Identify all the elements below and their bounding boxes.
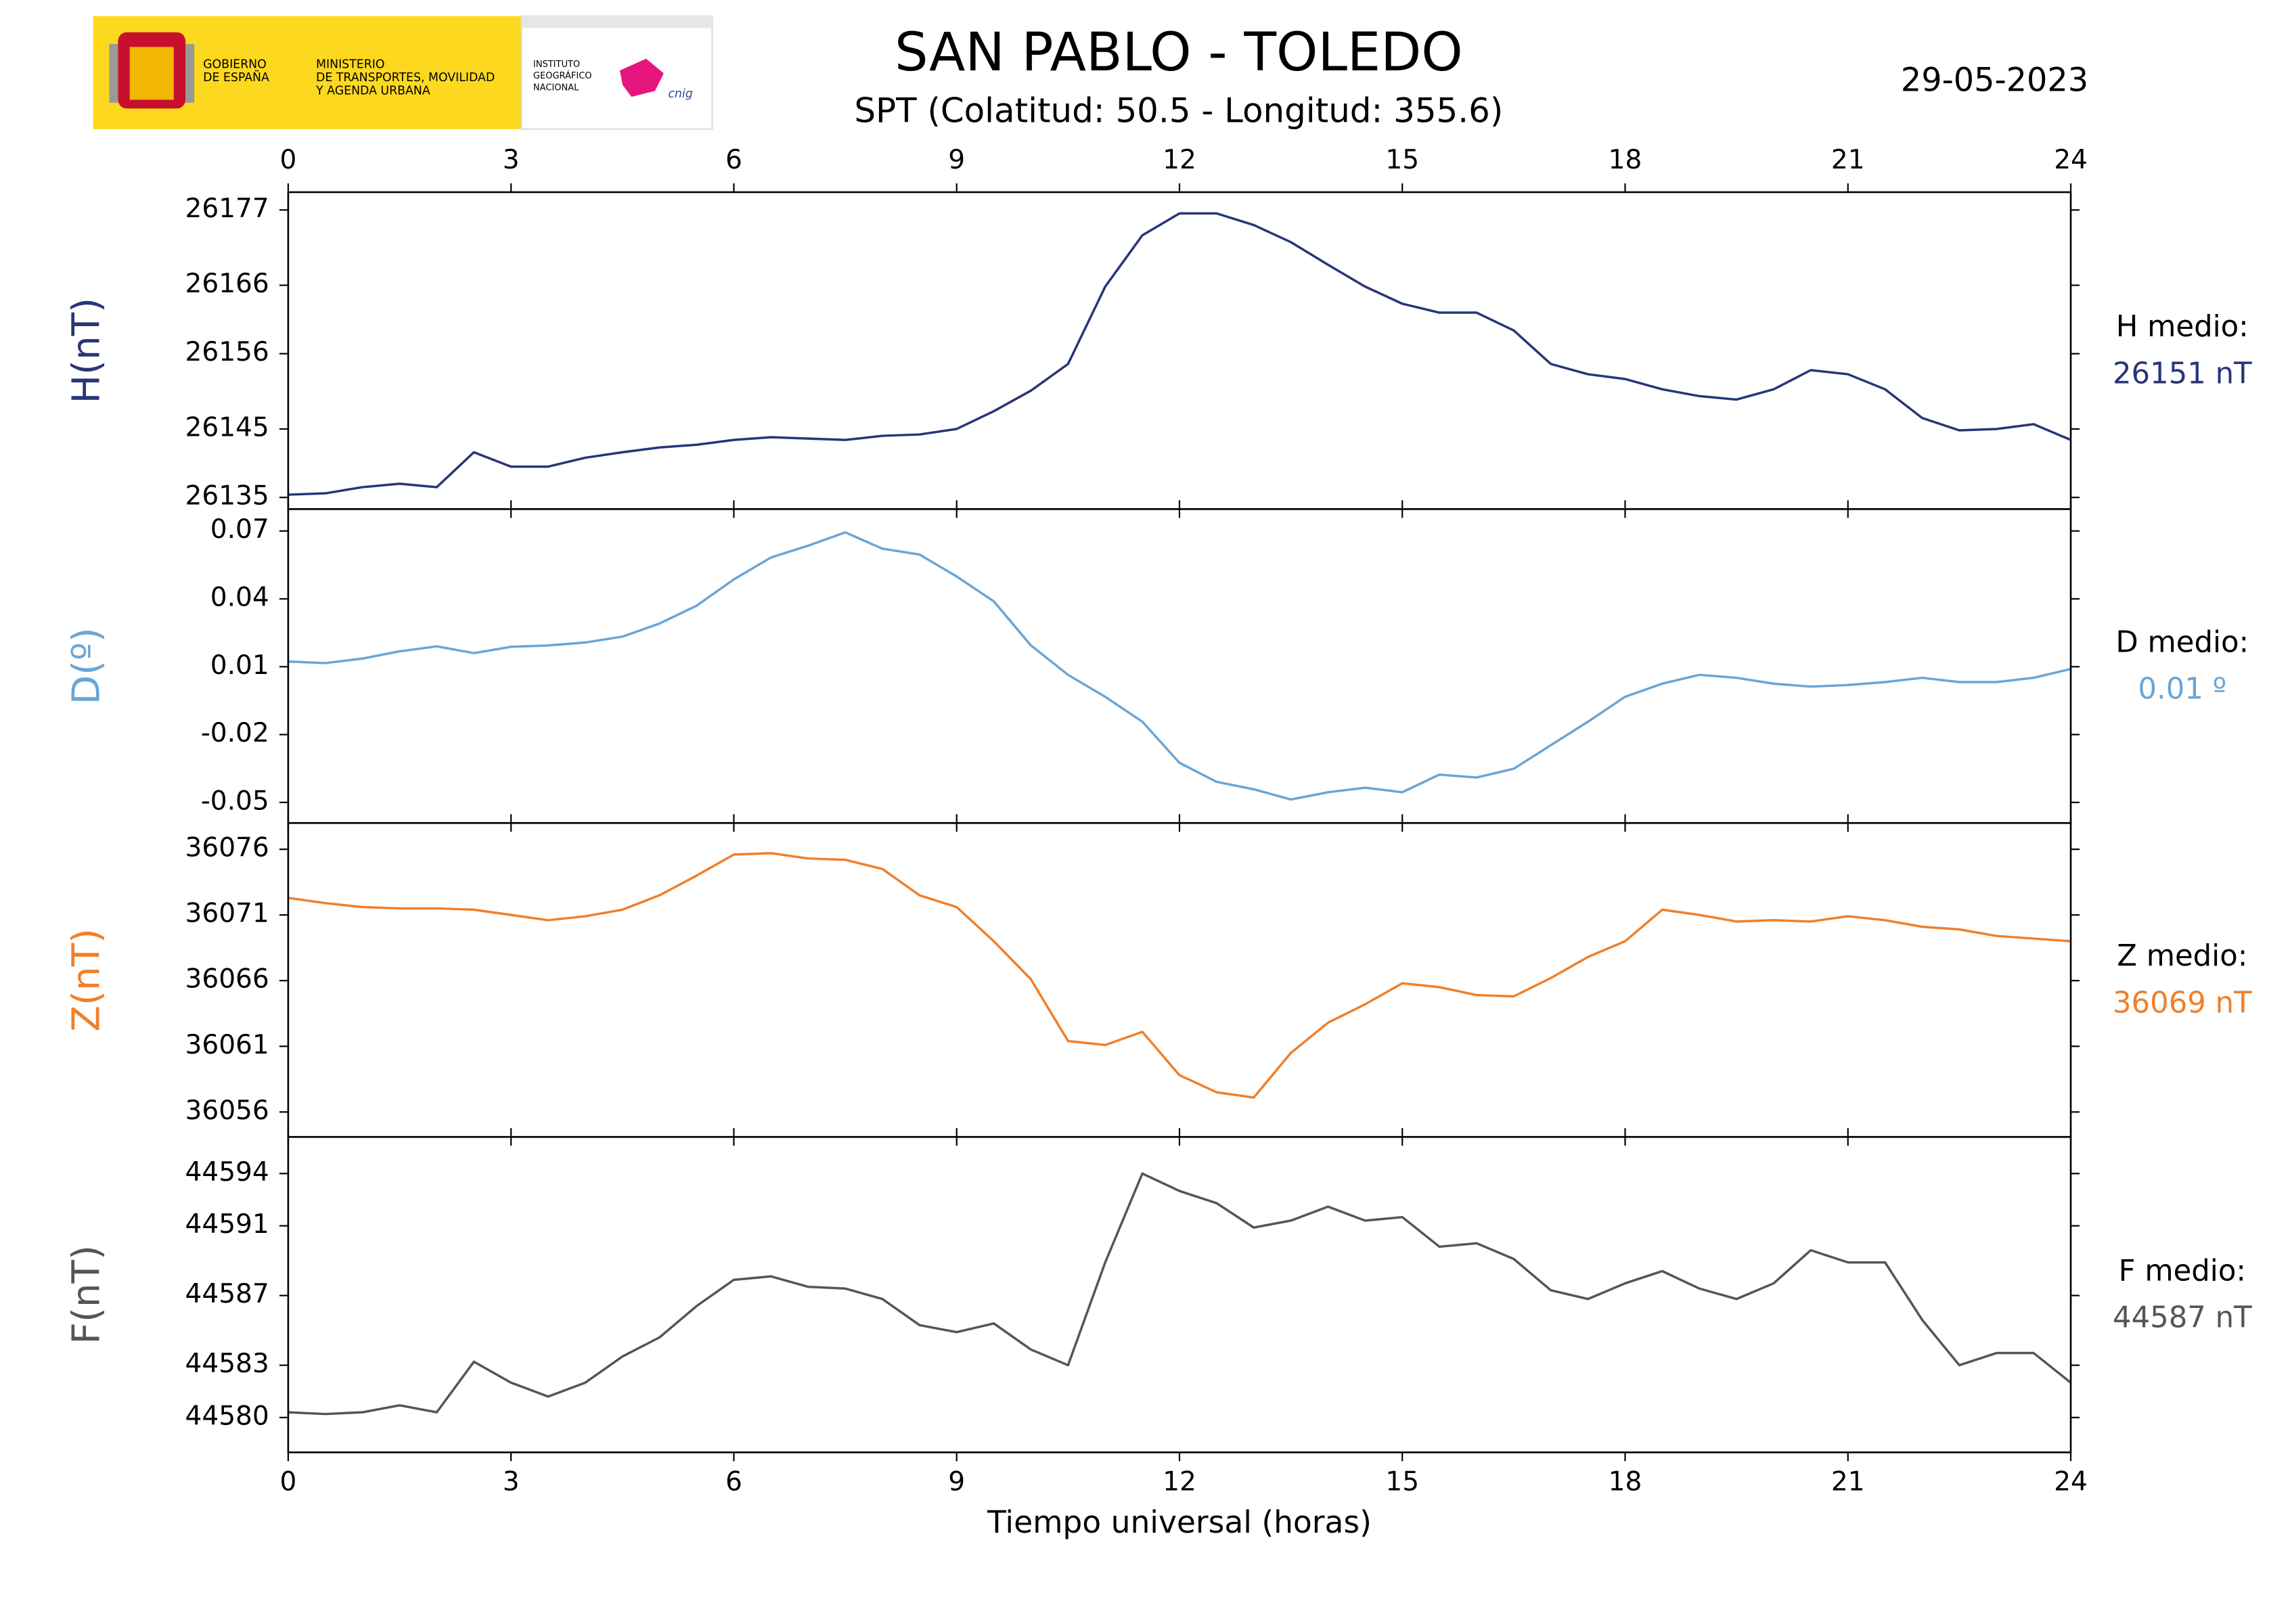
mean-label: D medio: — [2115, 625, 2249, 659]
x-tick-label: 15 — [1385, 1466, 1419, 1497]
data-line — [288, 212, 2071, 496]
y-tick-label: 26156 — [185, 337, 269, 367]
pillar — [109, 44, 118, 103]
plot-frame — [287, 508, 2072, 824]
data-line — [288, 531, 2071, 801]
y-tick-label: 36076 — [185, 833, 269, 863]
x-axis-label: Tiempo universal (horas) — [987, 1504, 1372, 1540]
mean-value: 44587 nT — [2113, 1301, 2252, 1335]
y-tick-label: 36056 — [185, 1096, 269, 1126]
y-axis-label: H(nT) — [65, 298, 109, 404]
plot-frame — [287, 821, 2072, 1138]
logo-text: INSTITUTO — [533, 60, 580, 70]
y-tick-label: 26145 — [185, 412, 269, 443]
mean-value: 26151 nT — [2113, 357, 2252, 391]
x-tick-label: 6 — [725, 145, 742, 175]
x-tick-label: 0 — [279, 1466, 296, 1497]
logo-mark — [619, 58, 664, 97]
logo-text: DE ESPAÑA — [203, 70, 269, 85]
logo-text: GOBIERNO — [203, 58, 267, 71]
y-tick-label: 44580 — [185, 1401, 269, 1431]
y-tick-label: -0.05 — [201, 786, 269, 816]
x-tick-label: 24 — [2054, 145, 2088, 175]
y-tick-label: 36071 — [185, 899, 269, 929]
data-line — [288, 1172, 2072, 1416]
mean-value: 0.01 º — [2138, 673, 2226, 706]
logo-band — [521, 16, 713, 28]
chart-subtitle: SPT (Colatitud: 50.5 - Longitud: 355.6) — [854, 91, 1503, 130]
y-tick-label: 0.01 — [210, 650, 269, 681]
x-tick-label: 24 — [2054, 1466, 2088, 1497]
x-tick-label: 21 — [1831, 145, 1865, 175]
x-tick-label: 0 — [279, 145, 296, 175]
y-axis-label: F(nT) — [65, 1245, 109, 1345]
x-tick-label: 9 — [948, 145, 965, 175]
plot-frame — [287, 191, 2072, 510]
x-tick-label: 6 — [725, 1466, 742, 1497]
mean-label: H medio: — [2116, 310, 2249, 344]
logo-text: Y AGENDA URBANA — [315, 84, 430, 97]
chart-title: SAN PABLO - TOLEDO — [895, 22, 1463, 83]
x-tick-label: 9 — [948, 1466, 965, 1497]
pillar — [185, 44, 195, 103]
y-tick-label: 0.04 — [210, 583, 269, 613]
logo-text: NACIONAL — [533, 83, 579, 93]
x-tick-label: 18 — [1609, 1466, 1642, 1497]
logo-text: cnig — [668, 87, 692, 101]
shield-inner — [129, 47, 174, 100]
y-tick-label: 44591 — [185, 1209, 269, 1240]
x-tick-label: 15 — [1385, 145, 1419, 175]
mean-label: Z medio: — [2117, 939, 2247, 973]
y-tick-label: 26135 — [185, 481, 269, 512]
coat-of-arms — [109, 32, 195, 109]
mean-value: 36069 nT — [2113, 987, 2252, 1020]
y-tick-label: 26177 — [185, 194, 269, 224]
logo-institute — [520, 15, 713, 130]
logo-text: GEOGRÁFICO — [533, 70, 592, 81]
date: 29-05-2023 — [1901, 62, 2088, 99]
x-tick-label: 21 — [1831, 1466, 1865, 1497]
y-tick-label: 36061 — [185, 1030, 269, 1060]
y-tick-label: 36066 — [185, 964, 269, 995]
y-tick-label: 44587 — [185, 1279, 269, 1309]
y-axis-label: Z(nT) — [65, 928, 109, 1032]
y-tick-label: 44583 — [185, 1349, 269, 1379]
y-tick-label: 0.07 — [210, 514, 269, 545]
mean-label: F medio: — [2119, 1254, 2246, 1288]
y-tick-label: 44594 — [185, 1157, 269, 1188]
y-tick-label: 26166 — [185, 269, 269, 299]
y-axis-label: D(º) — [65, 627, 109, 704]
y-tick-label: -0.02 — [201, 718, 269, 748]
x-tick-label: 12 — [1163, 1466, 1196, 1497]
logo-text: DE TRANSPORTES, MOVILIDAD — [316, 71, 495, 85]
x-tick-label: 3 — [503, 1466, 520, 1497]
plot-frame — [287, 1135, 2072, 1453]
x-tick-label: 3 — [503, 145, 520, 175]
data-line — [288, 852, 2071, 1099]
x-tick-label: 18 — [1609, 145, 1642, 175]
x-tick-label: 12 — [1163, 145, 1196, 175]
logo-text: MINISTERIO — [316, 58, 384, 71]
